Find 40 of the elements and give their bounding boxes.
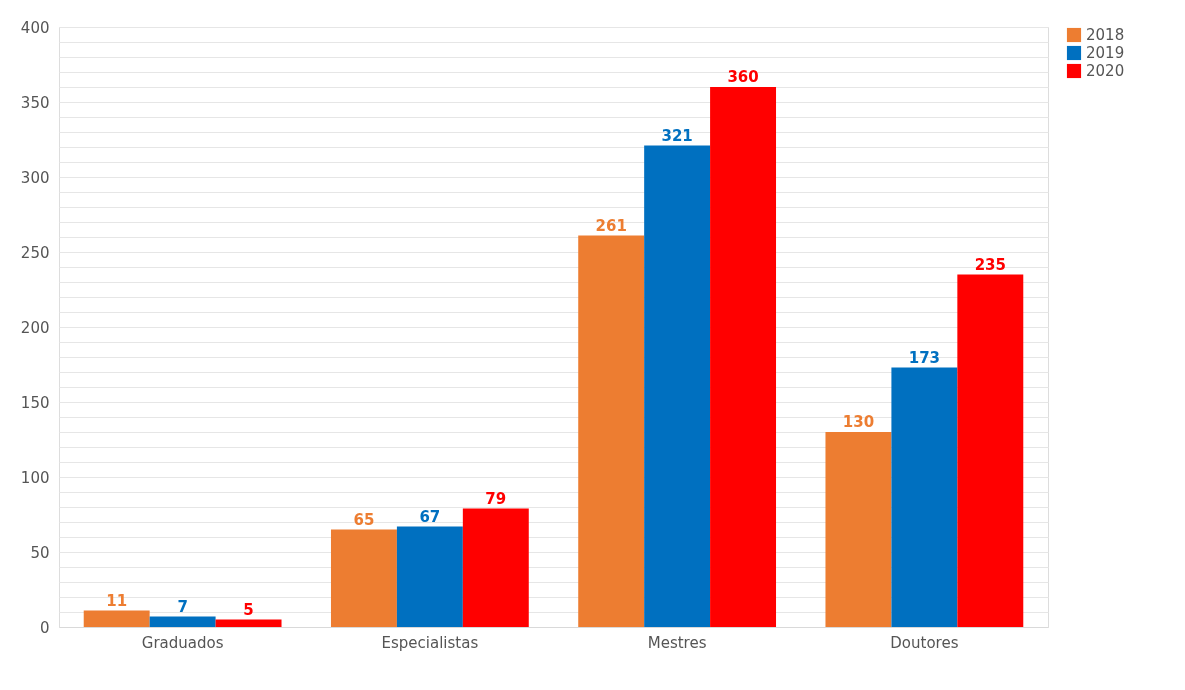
bar [83,610,150,627]
legend-label: 2020 [1086,62,1125,80]
data-label: 130 [842,413,875,431]
bar [330,529,397,627]
data-label: 65 [353,510,375,529]
bar [891,367,958,627]
bar [644,145,711,627]
x-tick-label: Graduados [141,633,224,652]
bar [825,432,892,627]
data-label: 7 [177,597,188,616]
y-tick-label: 350 [20,93,50,112]
legend-label: 2019 [1086,44,1125,62]
bar [215,619,282,627]
data-label: 261 [595,216,627,235]
data-label: 173 [908,348,941,367]
bar [149,616,216,627]
y-tick-label: 250 [20,243,50,262]
y-tick-label: 100 [20,468,50,487]
bar [710,87,777,627]
bar [957,274,1024,627]
x-tick-label: Doutores [890,633,959,652]
y-tick-label: 300 [20,168,50,187]
x-tick-label: Mestres [647,633,707,652]
data-label: 235 [974,255,1006,274]
data-label: 67 [419,507,441,526]
y-tick-label: 200 [20,318,50,337]
bar [396,526,463,627]
x-tick-label: Especialistas [381,633,479,652]
data-label: 79 [485,489,507,508]
y-tick-label: 400 [20,18,50,37]
data-label: 11 [106,591,128,610]
data-label: 360 [727,68,759,86]
data-label: 321 [661,126,693,145]
bar [578,235,645,627]
legend-label: 2018 [1086,26,1125,44]
y-tick-label: 0 [39,618,50,637]
bar [462,508,529,627]
y-tick-label: 150 [20,393,50,412]
data-label: 5 [243,600,254,619]
y-tick-label: 50 [30,543,50,562]
